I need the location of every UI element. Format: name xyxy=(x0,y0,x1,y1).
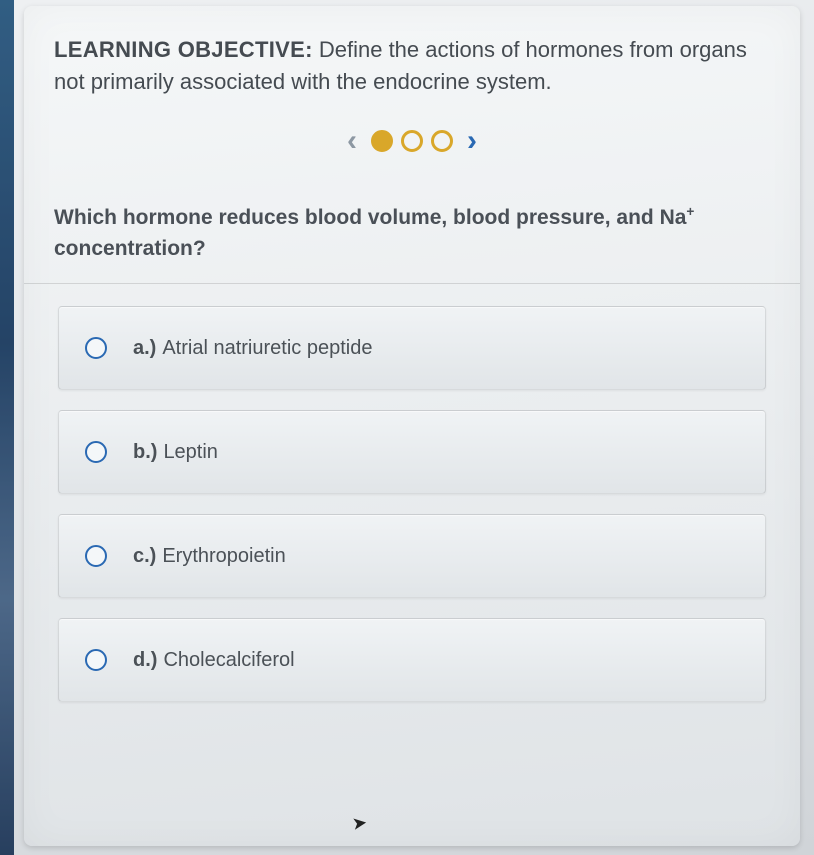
quiz-page: LEARNING OBJECTIVE: Define the actions o… xyxy=(0,0,814,855)
learning-objective-label: LEARNING OBJECTIVE: xyxy=(54,37,313,62)
radio-icon[interactable] xyxy=(85,649,107,671)
pager-prev-icon[interactable]: ‹ xyxy=(341,126,363,156)
pager-dot-1[interactable] xyxy=(371,130,393,152)
question-superscript: + xyxy=(686,204,694,219)
question-text-before: Which hormone reduces blood volume, bloo… xyxy=(54,206,686,229)
option-label: Atrial natriuretic peptide xyxy=(162,337,372,359)
option-b[interactable]: b.) Leptin xyxy=(58,410,766,494)
learning-objective: LEARNING OBJECTIVE: Define the actions o… xyxy=(54,34,770,98)
radio-icon[interactable] xyxy=(85,545,107,567)
option-label: Cholecalciferol xyxy=(163,649,294,671)
radio-icon[interactable] xyxy=(85,441,107,463)
option-label: Leptin xyxy=(163,441,218,463)
option-d[interactable]: d.) Cholecalciferol xyxy=(58,618,766,702)
question-text: Which hormone reduces blood volume, bloo… xyxy=(54,202,770,265)
answer-options: a.)Atrial natriuretic peptide b.)Leptin … xyxy=(58,306,766,702)
pager-dot-3[interactable] xyxy=(431,130,453,152)
option-text: b.) Leptin xyxy=(133,439,218,465)
option-letter: b.) xyxy=(133,441,157,463)
option-letter: d.) xyxy=(133,649,157,671)
option-text: d.) Cholecalciferol xyxy=(133,647,295,673)
radio-icon[interactable] xyxy=(85,337,107,359)
option-letter: c.) xyxy=(133,545,156,567)
question-divider xyxy=(24,283,800,284)
option-letter: a.) xyxy=(133,337,156,359)
question-text-after: concentration? xyxy=(54,237,206,260)
option-c[interactable]: c.) Erythropoietin xyxy=(58,514,766,598)
question-pager: ‹ › xyxy=(54,126,770,156)
option-text: a.) Atrial natriuretic peptide xyxy=(133,335,372,361)
mouse-cursor-icon: ➤ xyxy=(351,812,369,835)
option-text: c.) Erythropoietin xyxy=(133,543,286,569)
quiz-card: LEARNING OBJECTIVE: Define the actions o… xyxy=(24,6,800,846)
left-edge-strip xyxy=(0,0,14,855)
pager-dot-2[interactable] xyxy=(401,130,423,152)
pager-next-icon[interactable]: › xyxy=(461,126,483,156)
option-label: Erythropoietin xyxy=(162,545,285,567)
option-a[interactable]: a.) Atrial natriuretic peptide xyxy=(58,306,766,390)
